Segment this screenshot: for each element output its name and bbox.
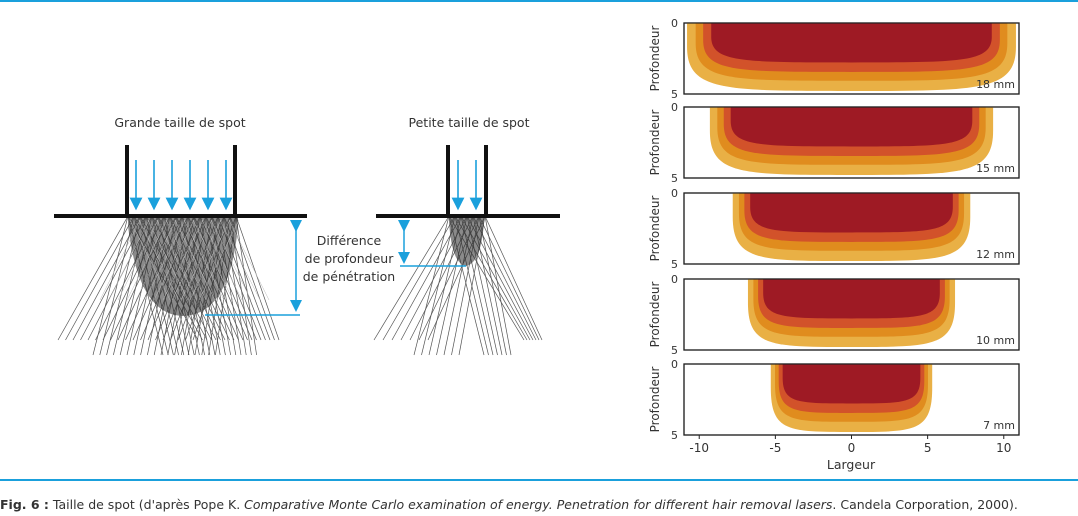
y-tick-label: 5 bbox=[671, 258, 678, 271]
small-spot-scatter bbox=[373, 215, 543, 356]
y-tick-label: 5 bbox=[671, 88, 678, 101]
small-spot-beam-arrows bbox=[451, 160, 483, 211]
x-tick-label: -10 bbox=[689, 441, 709, 455]
penetration-layer bbox=[763, 279, 940, 319]
penetration-layer bbox=[711, 23, 992, 63]
penetration-difference-indicator bbox=[205, 220, 466, 316]
depth-panel: 15 mm 0 5 Profondeur bbox=[648, 101, 1020, 185]
spot-size-label: 7 mm bbox=[983, 419, 1015, 432]
bottom-rule bbox=[0, 479, 1078, 481]
y-tick-label: 5 bbox=[671, 172, 678, 185]
depth-panel: 10 mm 0 5 Profondeur bbox=[648, 273, 1020, 357]
penetration-layer bbox=[750, 193, 953, 233]
depth-panel: 18 mm 0 5 Profondeur bbox=[648, 17, 1020, 101]
x-tick-label: -5 bbox=[769, 441, 781, 455]
y-tick-label: 5 bbox=[671, 429, 678, 442]
large-spot-applicator bbox=[54, 145, 307, 218]
y-tick-label: 0 bbox=[671, 358, 678, 371]
x-tick-label: 10 bbox=[996, 441, 1011, 455]
caption-italic-title: Comparative Monte Carlo examination of e… bbox=[244, 497, 833, 512]
difference-label-line1: Différence bbox=[317, 233, 382, 248]
caption-text-before: Taille de spot (d'après Pope K. bbox=[48, 497, 245, 512]
large-spot-label: Grande taille de spot bbox=[114, 115, 245, 130]
x-tick-label: 0 bbox=[848, 441, 856, 455]
y-tick-label: 0 bbox=[671, 101, 678, 114]
figure-number: Fig. 6 : bbox=[0, 497, 49, 512]
spot-size-diagram: Grande taille de spot Petite taille de s… bbox=[54, 115, 560, 356]
small-spot-label: Petite taille de spot bbox=[409, 115, 530, 130]
caption-text-after: . Candela Corporation, 2000). bbox=[832, 497, 1018, 512]
penetration-layer bbox=[730, 107, 973, 147]
penetration-layer bbox=[782, 364, 921, 404]
large-spot-scatter bbox=[57, 215, 280, 356]
y-tick-label: 0 bbox=[671, 273, 678, 286]
width-axis-label: Largeur bbox=[827, 457, 876, 472]
large-spot-beam-arrows bbox=[129, 160, 233, 211]
difference-label-line3: de pénétration bbox=[303, 269, 395, 284]
width-axis: -10 -5 0 5 10 bbox=[689, 435, 1011, 455]
depth-axis-label: Profondeur bbox=[648, 282, 662, 348]
figure-caption: Fig. 6 : Taille de spot (d'après Pope K.… bbox=[0, 497, 1078, 512]
top-rule bbox=[0, 0, 1078, 2]
depth-axis-label: Profondeur bbox=[648, 26, 662, 92]
depth-axis-label: Profondeur bbox=[648, 110, 662, 176]
small-spot-applicator bbox=[376, 145, 560, 218]
spot-size-label: 18 mm bbox=[976, 78, 1015, 91]
spot-size-label: 10 mm bbox=[976, 334, 1015, 347]
spot-size-label: 15 mm bbox=[976, 162, 1015, 175]
difference-label: Différence de profondeur de pénétration bbox=[303, 233, 395, 284]
depth-axis-label: Profondeur bbox=[648, 196, 662, 262]
y-tick-label: 0 bbox=[671, 17, 678, 30]
depth-axis-label: Profondeur bbox=[648, 367, 662, 433]
y-tick-label: 5 bbox=[671, 344, 678, 357]
depth-panel: 7 mm 0 5 Profondeur bbox=[648, 358, 1020, 442]
difference-label-line2: de profondeur bbox=[305, 251, 395, 266]
y-tick-label: 0 bbox=[671, 187, 678, 200]
x-tick-label: 5 bbox=[924, 441, 932, 455]
depth-panel: 12 mm 0 5 Profondeur bbox=[648, 187, 1020, 271]
spot-size-label: 12 mm bbox=[976, 248, 1015, 261]
